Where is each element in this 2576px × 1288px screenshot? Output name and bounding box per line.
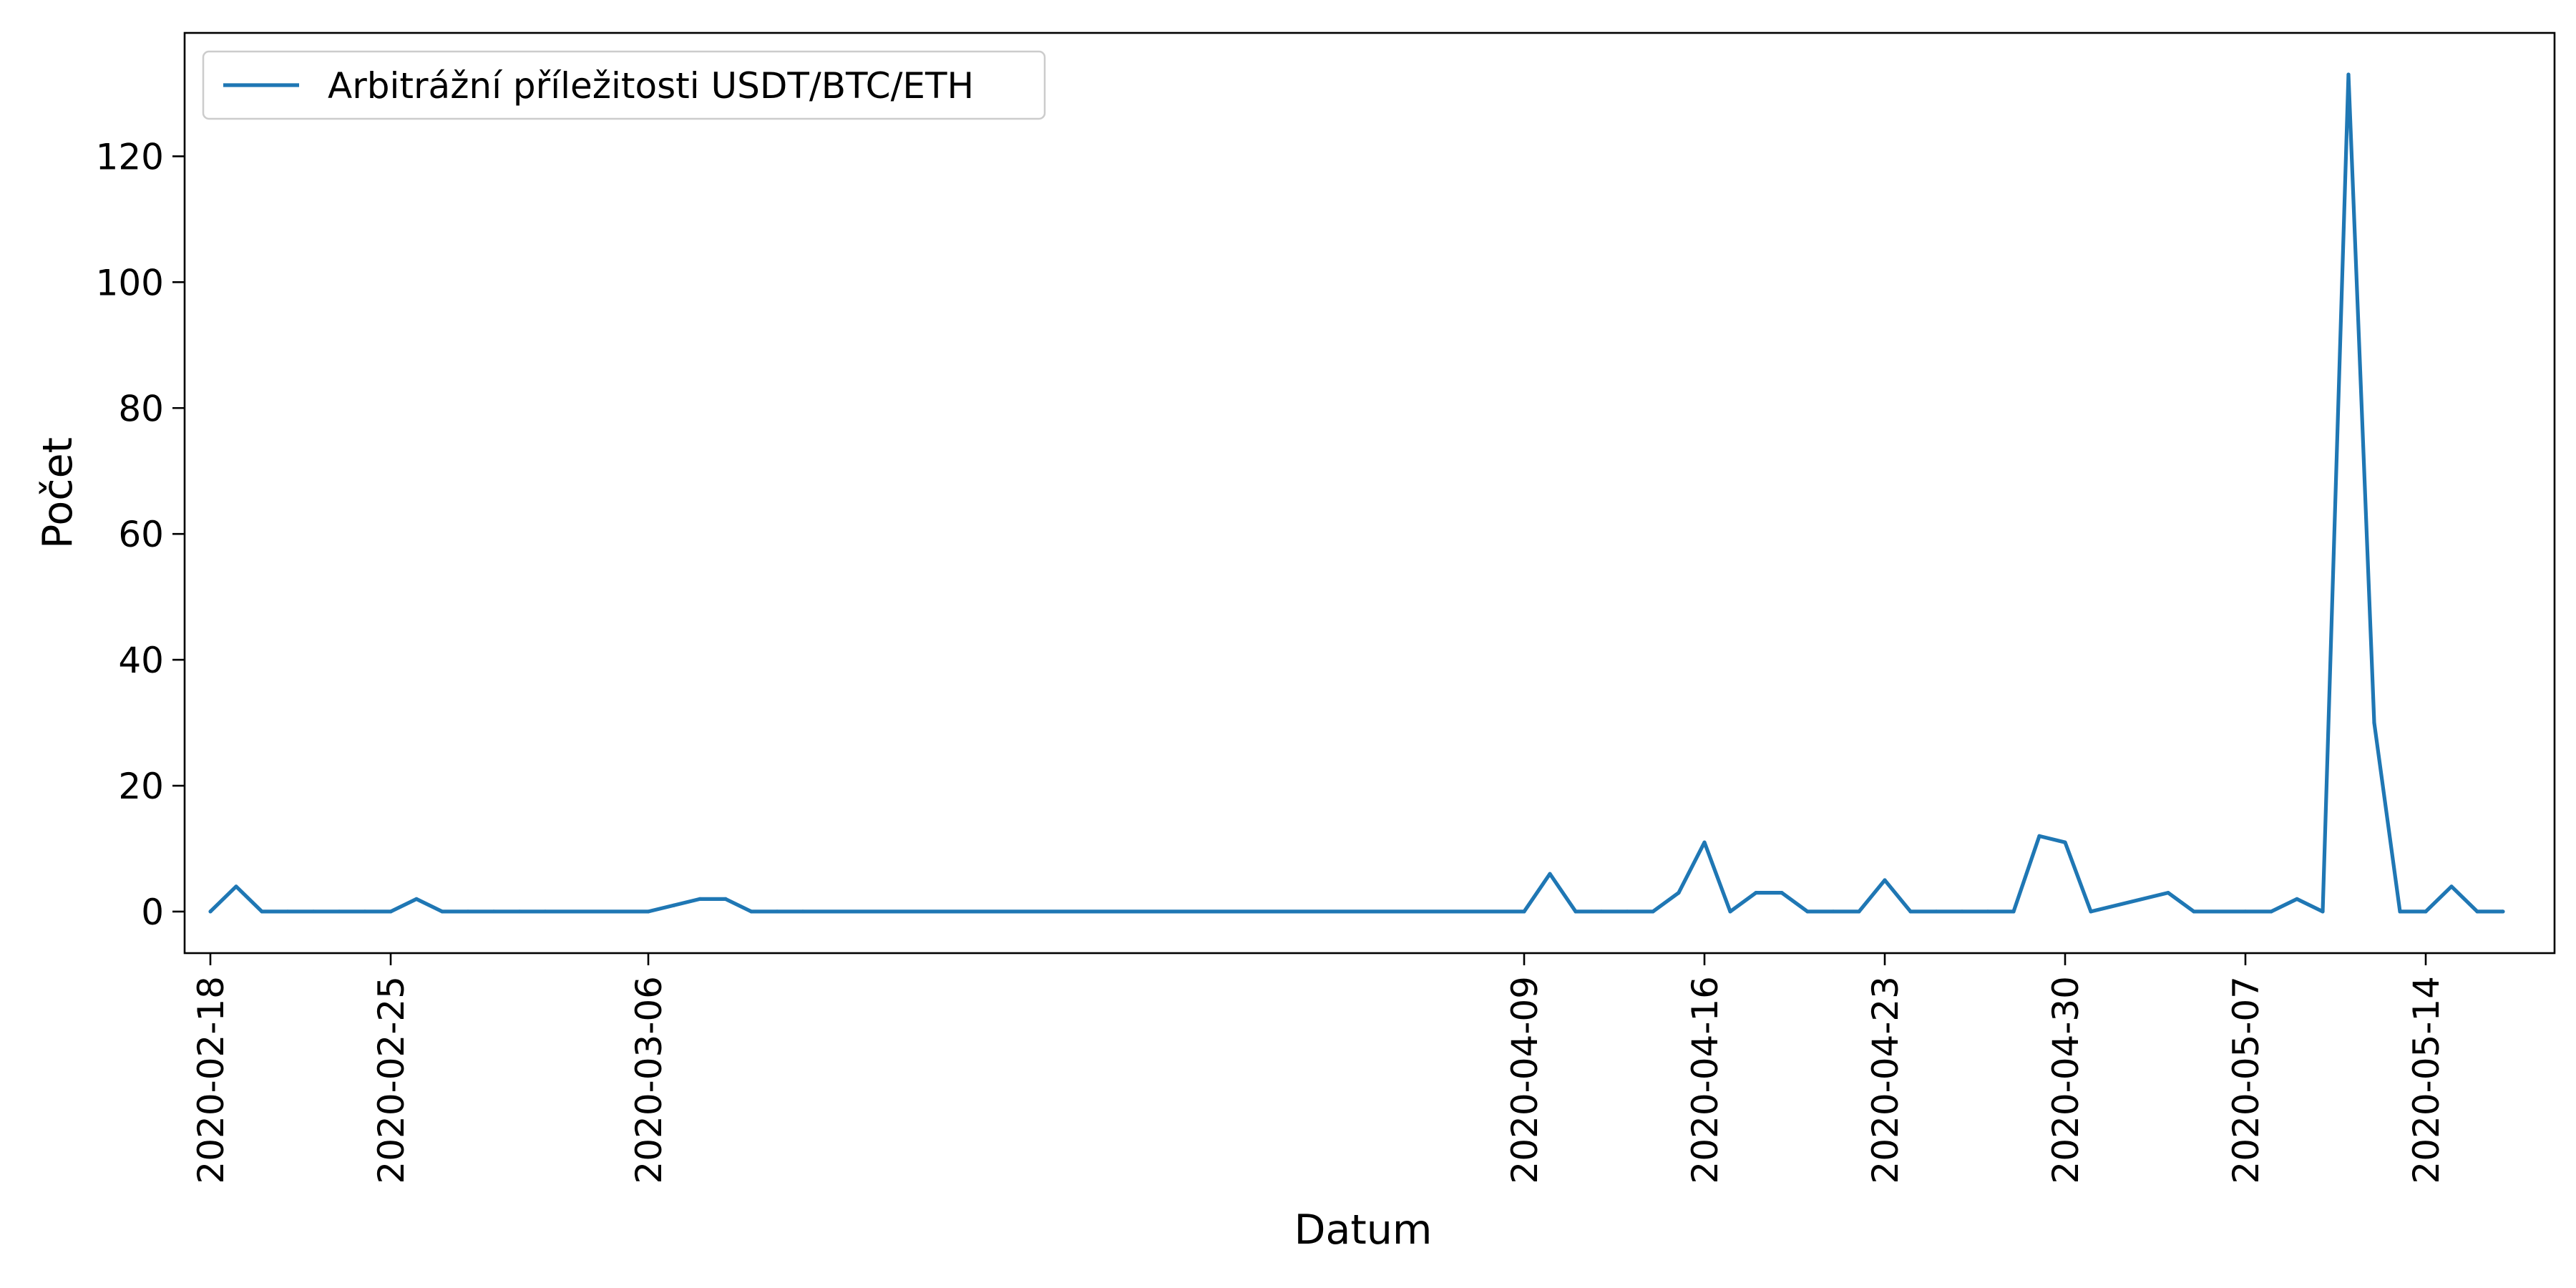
x-axis-ticks: 2020-02-18 2020-02-25 2020-03-06 2020-04-09…	[190, 953, 2447, 1184]
data-point	[723, 897, 728, 901]
legend: Arbitrážní příležitosti USDT/BTC/ETH	[202, 50, 1046, 120]
data-point	[2166, 891, 2170, 895]
data-point	[1548, 872, 1552, 876]
x-tick-label: 2020-04-16	[1684, 976, 1726, 1184]
data-point	[2346, 72, 2351, 77]
data-point	[517, 909, 522, 914]
data-point	[2449, 884, 2454, 889]
x-tick-label: 2020-04-23	[1865, 976, 1906, 1184]
data-point	[2037, 834, 2041, 838]
data-point	[2501, 909, 2505, 914]
data-point	[389, 909, 393, 914]
data-point	[234, 884, 238, 889]
data-point	[2192, 909, 2196, 914]
y-tick-label: 20	[118, 766, 164, 807]
y-tick-label: 60	[118, 514, 164, 555]
data-point	[775, 909, 779, 914]
data-point	[466, 909, 470, 914]
data-point	[286, 909, 290, 914]
x-tick-label: 2020-02-18	[190, 976, 232, 1184]
data-point	[1754, 891, 1758, 895]
data-point	[543, 909, 547, 914]
plot-frame	[183, 31, 2556, 955]
x-tick-label: 2020-05-07	[2225, 976, 2267, 1184]
data-point	[749, 909, 753, 914]
data-point	[1574, 909, 1578, 914]
data-point	[492, 909, 496, 914]
data-point	[1831, 909, 1835, 914]
data-point	[672, 903, 676, 907]
x-tick-label: 2020-02-25	[371, 976, 412, 1184]
data-point	[1908, 909, 1913, 914]
data-point	[646, 909, 650, 914]
data-point	[2089, 909, 2093, 914]
data-point	[440, 909, 444, 914]
data-point	[2295, 897, 2299, 901]
x-tick-label: 2020-04-30	[2045, 976, 2087, 1184]
legend-box	[202, 50, 1046, 120]
data-point	[2424, 909, 2428, 914]
data-point	[1728, 909, 1732, 914]
data-point	[1883, 878, 1887, 882]
legend-label: Arbitrážní příležitosti USDT/BTC/ETH	[328, 65, 974, 107]
data-point	[2011, 909, 2016, 914]
series-layer	[208, 72, 2505, 914]
data-point	[1599, 909, 1604, 914]
data-point	[2321, 909, 2325, 914]
data-point	[1677, 891, 1681, 895]
data-point	[311, 909, 316, 914]
data-point	[260, 909, 264, 914]
data-point	[2269, 909, 2273, 914]
data-point	[1857, 909, 1861, 914]
x-tick-label: 2020-03-06	[628, 976, 670, 1184]
data-point	[1625, 909, 1629, 914]
y-tick-label: 120	[96, 136, 164, 177]
data-point	[1522, 909, 1526, 914]
data-point	[2398, 909, 2402, 914]
x-axis-label: Datum	[1294, 1206, 1433, 1254]
y-tick-label: 0	[141, 892, 164, 933]
data-point	[1986, 909, 1990, 914]
data-point	[1780, 891, 1784, 895]
data-point	[1960, 909, 1964, 914]
data-point	[2372, 721, 2376, 725]
data-point	[363, 909, 367, 914]
data-point	[801, 909, 805, 914]
data-point	[698, 897, 702, 901]
data-point	[2475, 909, 2479, 914]
y-tick-label: 100	[96, 262, 164, 303]
x-tick-label: 2020-05-14	[2406, 976, 2447, 1184]
data-point	[1702, 840, 1707, 844]
y-tick-label: 40	[118, 640, 164, 681]
data-point	[414, 897, 419, 901]
data-point	[1651, 909, 1655, 914]
data-point	[1934, 909, 1938, 914]
data-point	[1805, 909, 1810, 914]
data-point	[2243, 909, 2248, 914]
x-tick-label: 2020-04-09	[1504, 976, 1546, 1184]
y-axis-ticks: 0 20 40 60 80 100 120	[96, 136, 185, 933]
data-point	[2063, 840, 2067, 844]
y-axis-label: Počet	[34, 437, 82, 549]
y-tick-label: 80	[118, 388, 164, 429]
data-point	[208, 909, 213, 914]
data-point	[337, 909, 341, 914]
